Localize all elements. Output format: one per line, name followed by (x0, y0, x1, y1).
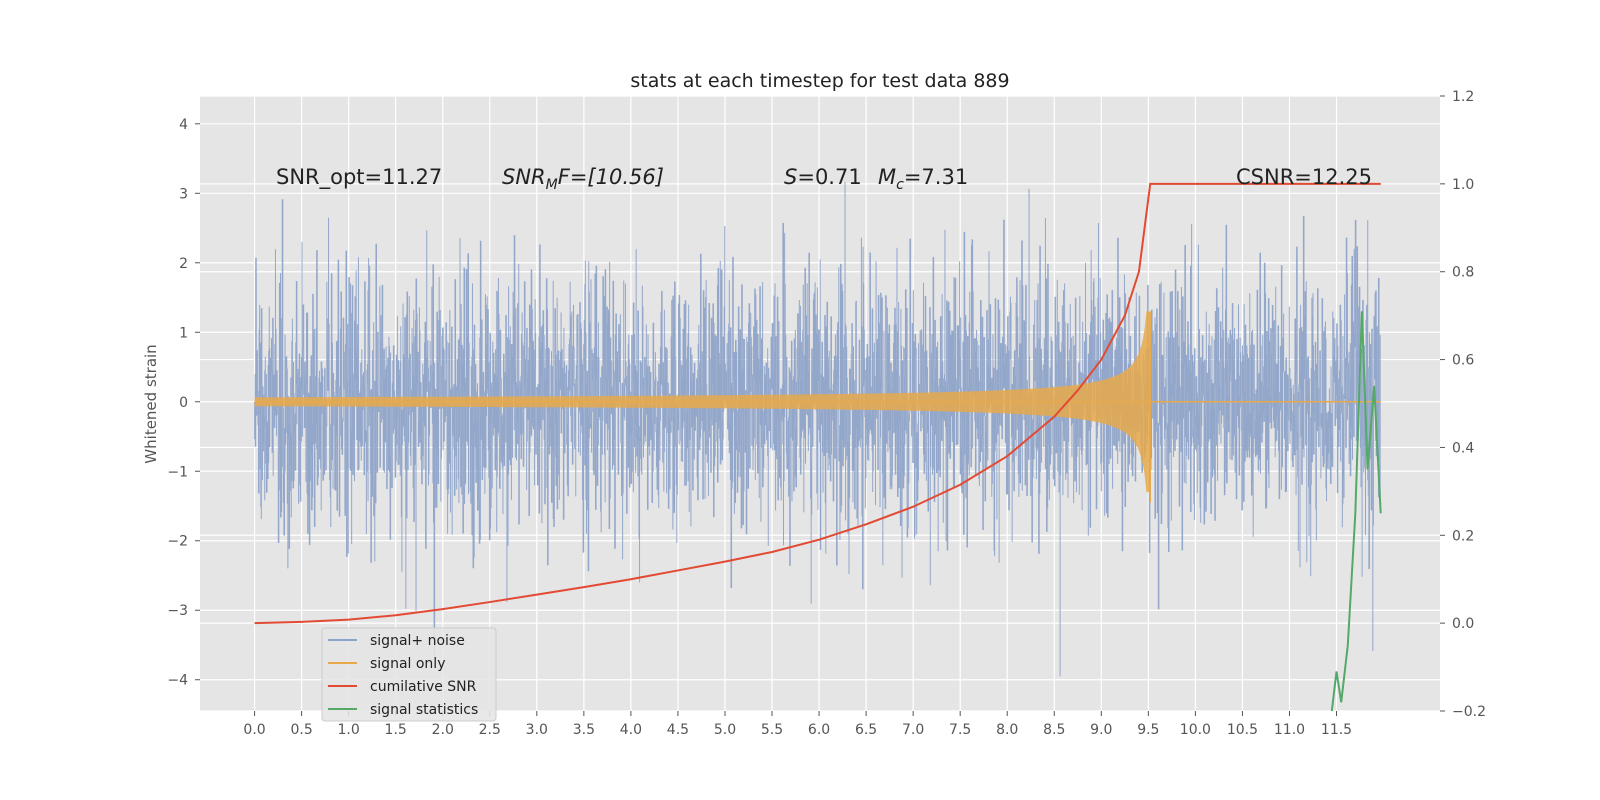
series-signal-statistics-line (1330, 311, 1382, 712)
annotation-snr-mf: SNRMF=[10.56] (502, 165, 664, 193)
legend-box (321, 627, 497, 722)
y2-tick-label: 0.0 (1452, 616, 1474, 632)
x-tick-label: 8.5 (1043, 722, 1065, 738)
s-main: S (784, 165, 797, 189)
annotation-snr-opt: SNR_opt=11.27 (276, 165, 442, 190)
y2-tick-label: 0.2 (1452, 528, 1474, 544)
x-tick-label: 3.5 (573, 722, 595, 738)
right-axis-ticks: 1.2 1.0 0.8 0.6 0.4 0.2 0.0 −0.2 (1440, 89, 1486, 720)
s-rest: =0.71 (797, 165, 861, 189)
y-axis-label: Whitened strain (142, 344, 160, 463)
x-tick-label: 7.5 (949, 722, 971, 738)
y2-tick-label: 0.6 (1452, 353, 1474, 369)
mc-main: M (878, 165, 896, 189)
mc-rest: =7.31 (904, 165, 968, 189)
legend-label-signal-statistics: signal statistics (370, 702, 478, 718)
x-tick-label: 10.5 (1227, 722, 1258, 738)
y-tick-label: 0 (179, 395, 188, 411)
x-tick-label: 3.0 (526, 722, 548, 738)
y-tick-label: −3 (167, 603, 188, 619)
series-cumulative-snr-line (254, 182, 1381, 625)
y-tick-label: 2 (179, 256, 188, 272)
chart-title: stats at each timestep for test data 889 (630, 70, 1009, 92)
annotation-s: S=0.71 (784, 165, 862, 189)
y-tick-label: 3 (179, 186, 188, 202)
x-tick-label: 5.0 (714, 722, 736, 738)
x-tick-label: 9.5 (1137, 722, 1159, 738)
x-tick-label: 6.5 (855, 722, 877, 738)
legend-label-signal-noise: signal+ noise (370, 633, 465, 649)
y-tick-label: 1 (179, 325, 188, 341)
x-tick-label: 1.0 (338, 722, 360, 738)
x-tick-label: 11.5 (1321, 722, 1352, 738)
x-tick-label: 0.5 (290, 722, 312, 738)
x-axis-ticks: 0.0 0.5 1.0 1.5 2.0 2.5 3.0 3.5 4.0 4.5 5.0 5.5 6.0 6… (243, 711, 1352, 738)
y2-tick-label: 0.4 (1452, 440, 1474, 456)
x-tick-label: 8.0 (996, 722, 1018, 738)
x-tick-label: 0.0 (243, 722, 265, 738)
y-axis-ticks: 4 3 2 1 0 −1 −2 −3 −4 (167, 117, 200, 689)
x-tick-label: 7.0 (902, 722, 924, 738)
snr-mf-sub: M (546, 177, 558, 193)
legend: signal+ noise signal only cumilative SNR… (321, 627, 497, 722)
y2-tick-label: −0.2 (1452, 704, 1486, 720)
y2-tick-label: 1.2 (1452, 89, 1474, 105)
legend-label-cumulative-snr: cumilative SNR (370, 679, 477, 695)
x-tick-label: 2.5 (479, 722, 501, 738)
annotation-mc: Mc=7.31 (878, 165, 968, 193)
x-tick-label: 11.0 (1274, 722, 1305, 738)
y-tick-label: −2 (167, 534, 188, 550)
y-tick-label: −1 (167, 464, 188, 480)
x-tick-label: 10.0 (1180, 722, 1211, 738)
x-tick-label: 2.0 (432, 722, 454, 738)
annotation-csnr: CSNR=12.25 (1236, 165, 1372, 189)
snr-mf-main: SNR (502, 165, 546, 189)
y-tick-label: 4 (179, 117, 188, 133)
mc-sub: c (896, 177, 904, 193)
x-tick-label: 4.0 (620, 722, 642, 738)
y-tick-label: −4 (167, 673, 188, 689)
x-tick-label: 5.5 (761, 722, 783, 738)
y2-tick-label: 0.8 (1452, 265, 1474, 281)
series-signal-only (254, 311, 1381, 503)
x-tick-label: 4.5 (667, 722, 689, 738)
x-tick-label: 9.0 (1090, 722, 1112, 738)
snr-mf-rest: F=[10.56] (558, 165, 664, 189)
x-tick-label: 6.0 (808, 722, 830, 738)
x-tick-label: 1.5 (385, 722, 407, 738)
legend-label-signal-only: signal only (370, 656, 445, 672)
y2-tick-label: 1.0 (1452, 177, 1474, 193)
